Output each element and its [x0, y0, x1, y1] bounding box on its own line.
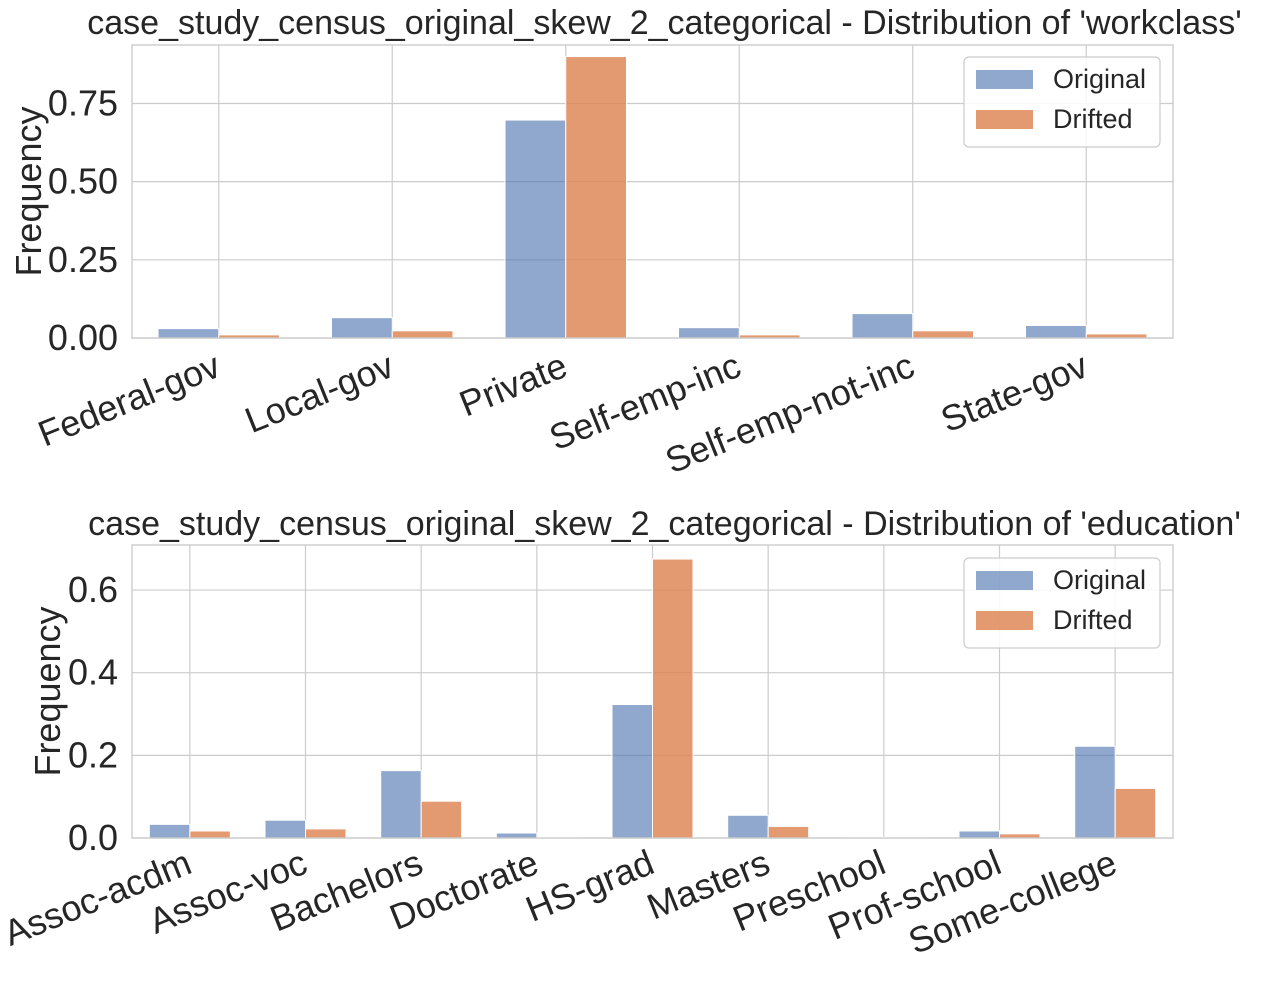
bar-original-prof-school [958, 830, 1000, 839]
y-tick-label: 0.50 [48, 161, 118, 202]
bar-original-hs-grad [611, 704, 653, 839]
legend: Original Drifted [963, 56, 1161, 148]
chart-title: case_study_census_original_skew_2_catego… [87, 4, 1241, 42]
bar-original-private [504, 119, 567, 339]
bar-original-local-gov [331, 317, 393, 339]
x-tick-label-local-gov: Local-gov [239, 344, 399, 440]
legend-swatch-drifted [976, 110, 1033, 129]
legend-label-original: Original [1053, 565, 1146, 595]
y-axis-label: Frequency [8, 106, 49, 276]
y-tick-label: 0.2 [68, 734, 118, 775]
workclass-chart: 0.00 0.25 0.50 0.75 Federal-gov Local-gov Priv… [8, 4, 1242, 481]
bar-drifted-private [565, 56, 627, 339]
bar-original-self-emp-not-inc [851, 313, 914, 339]
bar-original-self-emp-inc [678, 327, 740, 339]
bar-drifted-bachelors [420, 800, 463, 839]
plot-frame [131, 544, 1174, 839]
education-chart: 0.00.20.40.6Assoc-acdmAssoc-vocBachelors… [0, 505, 1241, 962]
y-tick-label: 0.25 [48, 239, 118, 280]
y-tick-label: 0.0 [68, 817, 118, 858]
bar-original-some-college [1074, 745, 1116, 839]
x-tick-label-federal-gov: Federal-gov [32, 344, 225, 454]
bar-original-masters [727, 814, 769, 839]
chart-title: case_study_census_original_skew_2_catego… [88, 505, 1241, 543]
bar-drifted-some-college [1114, 787, 1157, 839]
y-axis-label: Frequency [27, 606, 68, 776]
bar-original-federal-gov [157, 328, 220, 339]
y-tick-label: 0.00 [48, 317, 118, 358]
bar-original-assoc-acdm [148, 823, 191, 839]
legend-label-drifted: Drifted [1053, 605, 1133, 635]
bar-original-doctorate [495, 832, 538, 839]
bar-drifted-masters [767, 825, 810, 839]
bar-original-bachelors [380, 770, 422, 839]
legend-label-drifted: Drifted [1053, 104, 1133, 134]
x-tick-label-private: Private [453, 344, 572, 424]
bar-drifted-self-emp-not-inc [912, 330, 974, 339]
legend-swatch-original [976, 571, 1033, 590]
x-tick-label-hs-grad: HS-grad [520, 841, 660, 929]
y-tick-label: 0.6 [68, 569, 118, 610]
legend-swatch-drifted [976, 611, 1033, 630]
y-tick-label: 0.4 [68, 652, 118, 693]
legend-label-original: Original [1053, 64, 1146, 94]
bar-drifted-hs-grad [652, 558, 694, 839]
x-tick-label-state-gov: State-gov [935, 344, 1093, 440]
bar-drifted-local-gov [391, 330, 454, 339]
bar-original-state-gov [1025, 324, 1087, 339]
legend-swatch-original [976, 70, 1033, 89]
y-tick-label: 0.75 [48, 82, 118, 123]
legend: Original Drifted [963, 557, 1161, 649]
bar-original-assoc-voc [264, 819, 306, 839]
bar-drifted-assoc-acdm [189, 830, 231, 839]
bar-drifted-assoc-voc [305, 828, 347, 839]
plot-frame [131, 44, 1174, 339]
